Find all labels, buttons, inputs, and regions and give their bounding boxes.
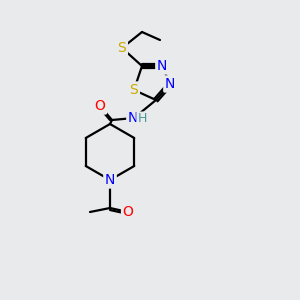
Text: H: H: [137, 112, 147, 125]
Text: N: N: [165, 77, 175, 91]
Text: S: S: [118, 41, 126, 55]
Text: O: O: [123, 205, 134, 219]
Text: N: N: [105, 173, 115, 187]
Text: O: O: [94, 99, 105, 113]
Text: N: N: [128, 111, 138, 125]
Text: N: N: [157, 59, 167, 73]
Text: S: S: [130, 83, 138, 97]
